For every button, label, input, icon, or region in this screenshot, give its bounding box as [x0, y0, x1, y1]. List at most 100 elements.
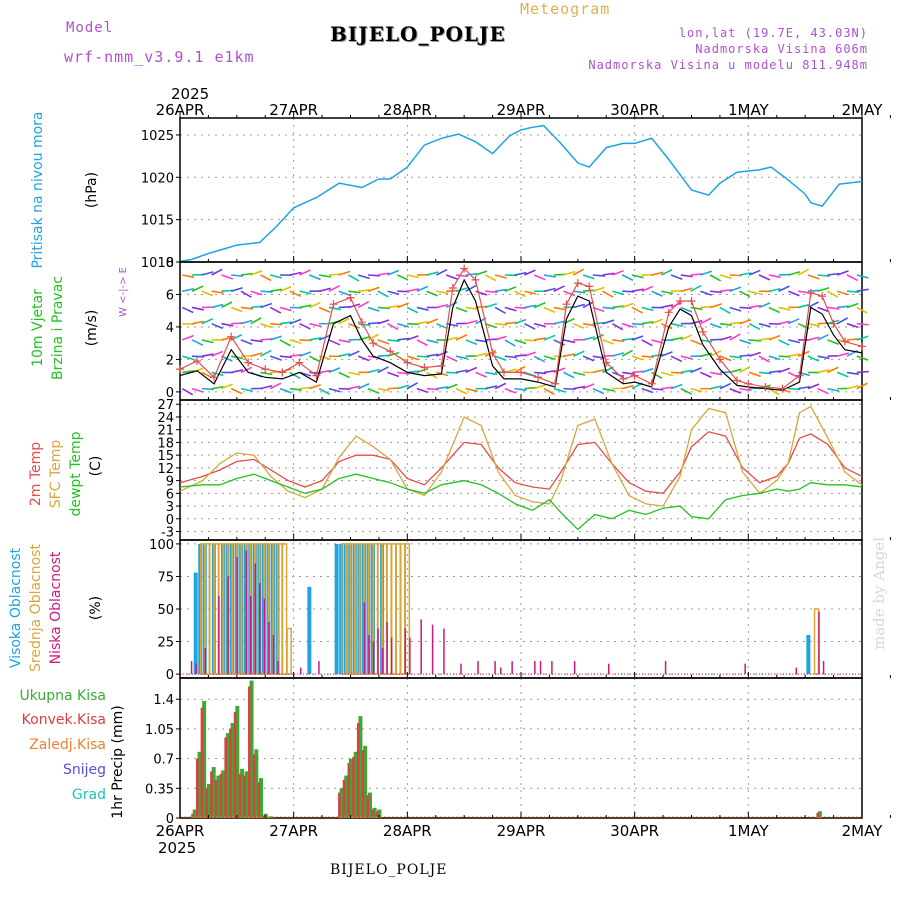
wind-arrow [260, 371, 273, 376]
wind-arrow [494, 355, 507, 362]
pressure-line [179, 124, 863, 262]
wind-arrow [670, 355, 683, 363]
precip-legend-0: Ukupna Kisa [19, 688, 106, 704]
wind-arrow [709, 322, 722, 329]
wind-arrow [250, 339, 263, 343]
wind-arrow [299, 290, 312, 295]
wind-arrow [436, 268, 448, 276]
precip-bar-total [235, 706, 240, 818]
wind-arrow [563, 339, 576, 344]
gust-marker [778, 384, 787, 393]
cloud-bar-low [272, 635, 275, 675]
wind-arrow [602, 306, 615, 310]
wind-arrow [279, 355, 293, 359]
precip-bar-total [225, 733, 230, 818]
y-tick-label: 1020 [141, 171, 174, 186]
wind-arrow [377, 272, 390, 276]
gust-marker [534, 373, 543, 382]
wind-arrow [299, 351, 312, 357]
cloud-bar-low [511, 661, 513, 675]
wind-arrow [191, 320, 204, 325]
wind-arrow [817, 306, 830, 313]
wind-arrow [748, 322, 761, 331]
gust-marker [227, 332, 236, 341]
gust-marker [602, 358, 611, 367]
wind-arrow [455, 334, 468, 341]
wind-arrow [797, 303, 810, 309]
wind-arrow [416, 320, 429, 325]
y-tick-label: 1.05 [145, 723, 174, 738]
y-tick-label: 0 [166, 386, 174, 401]
wind-arrow [230, 286, 243, 292]
wind-arrow [465, 319, 478, 325]
wind-arrow [494, 335, 507, 341]
x-label-bottom: 28APR [383, 822, 432, 840]
wind-arrow [348, 371, 361, 376]
cloud-bar-high [307, 586, 312, 675]
cloud-bar-mid [222, 543, 229, 675]
cloud-bar-low [494, 661, 496, 675]
wind-arrow [592, 274, 605, 277]
wind-arrow [700, 339, 713, 343]
gust-marker [517, 368, 525, 377]
wind-arrow [445, 274, 458, 280]
gust-marker [420, 363, 429, 372]
wind-arrow [406, 306, 419, 314]
station-title: BIJELO_POLJE [330, 22, 506, 46]
wind-arrow [387, 371, 400, 378]
wind-arrow [357, 300, 370, 309]
wind-arrow [485, 322, 497, 329]
wind-arrow [299, 386, 312, 390]
wind-arrow [690, 284, 702, 292]
cloud-unit: (%) [88, 596, 104, 620]
cloud-bar-mid [359, 543, 365, 675]
wind-arrow [397, 371, 410, 375]
wind-arrow [260, 349, 272, 357]
wind-arrow [846, 371, 859, 376]
wind-arrow [758, 355, 770, 363]
wind-arrow [582, 336, 595, 341]
y-tick-label: 12 [157, 462, 174, 477]
coords-label: lon,lat (19.7E, 43.03N) [678, 26, 868, 40]
wind-arrow [182, 287, 195, 293]
precip-legend-3: Snijeg [63, 762, 106, 778]
wind-arrow [807, 274, 820, 280]
wind-arrow [377, 290, 389, 298]
y-tick-label: 6 [166, 487, 174, 502]
gust-marker [244, 358, 253, 367]
x-label-bottom: 26APR [156, 822, 205, 840]
wind-arrow [612, 290, 625, 296]
wind-arrow [191, 339, 204, 346]
precip-bar-conv [366, 795, 369, 818]
wind-arrow [827, 306, 840, 310]
cloud-bar-low [608, 663, 610, 675]
wind-arrow [641, 321, 654, 325]
cloud-bar-low [236, 556, 238, 675]
precip-bar-conv [356, 722, 360, 818]
wind-arrow [485, 302, 497, 309]
y-tick-label: 1010 [141, 256, 174, 271]
wind-arrow [201, 339, 214, 344]
wind-arrow [700, 290, 712, 296]
wind-arrow [563, 270, 576, 276]
gust-marker [761, 383, 770, 392]
y-tick-label: 3 [166, 500, 174, 515]
wind-arrow [631, 274, 644, 279]
wind-arrow [270, 322, 283, 326]
wind-arrow [299, 304, 312, 309]
wind-arrow [309, 337, 322, 341]
x-label-bottom: 27APR [269, 822, 318, 840]
cloud-bar-low [664, 661, 667, 675]
x-label-top: 27APR [269, 101, 318, 119]
y-tick-label: 15 [157, 449, 174, 464]
cloud-bar-low [268, 622, 270, 675]
gust-marker [278, 368, 287, 377]
wind-arrow [622, 371, 635, 375]
cloud-bar-mid [286, 627, 292, 675]
wind-arrow [318, 334, 331, 341]
wind-arrow [367, 286, 380, 292]
wind-arrow [719, 306, 731, 315]
wind-arrow [397, 322, 410, 328]
model-name: wrf-nmm_v3.9.1 e1km [64, 48, 255, 66]
cloud-bar-low [277, 661, 279, 675]
